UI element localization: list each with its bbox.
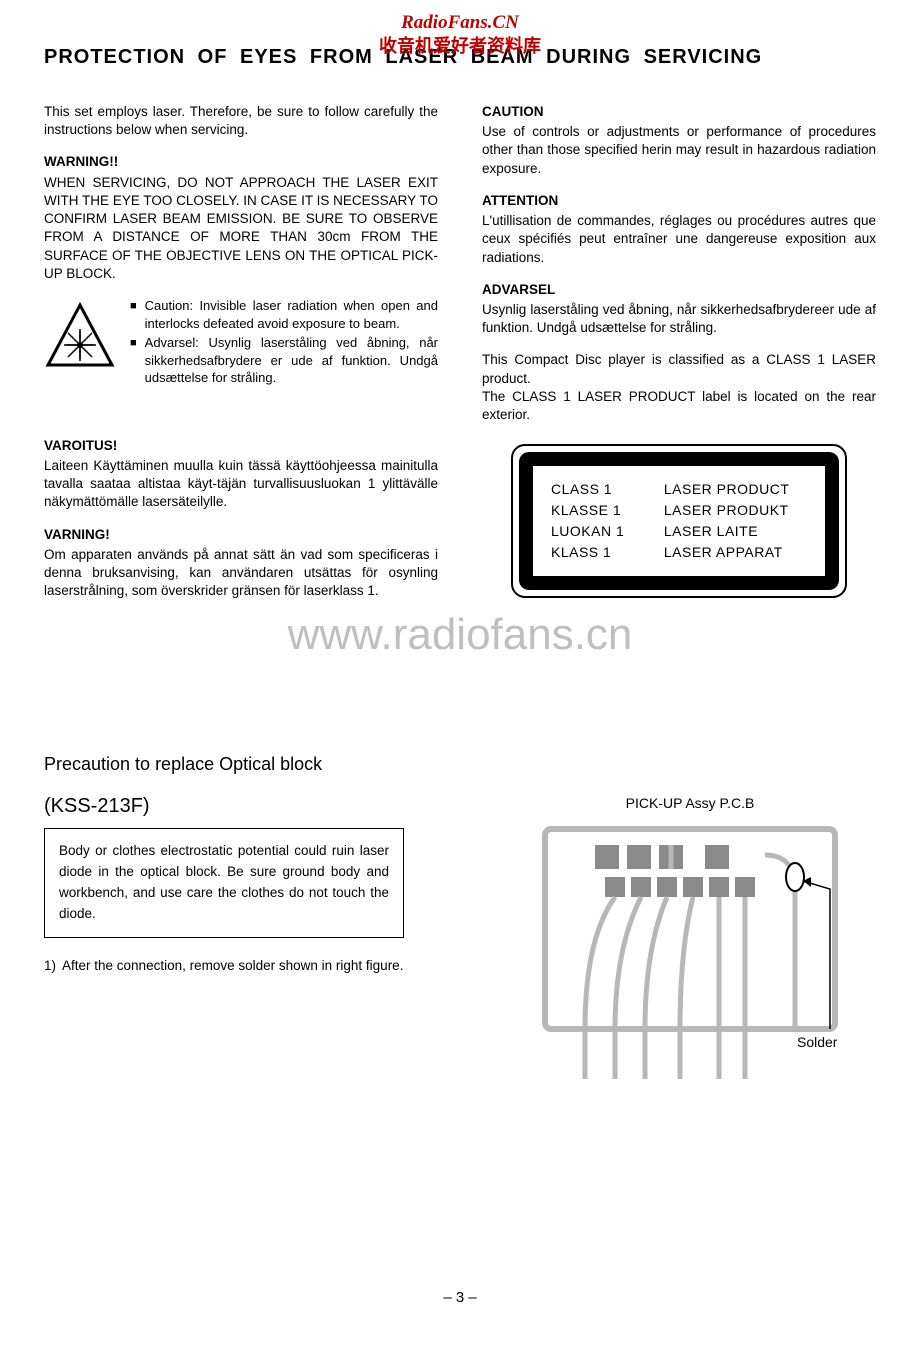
step-1: 1) After the connection, remove solder s… xyxy=(44,956,424,976)
step-text: After the connection, remove solder show… xyxy=(62,956,403,976)
step-number: 1) xyxy=(44,956,56,976)
pcb-diagram: Solder xyxy=(535,819,845,1079)
label-cell: LASER LAITE xyxy=(664,522,807,541)
varning-body: Om apparaten används på annat sätt än va… xyxy=(44,546,438,601)
section2-right: PICK-UP Assy P.C.B xyxy=(504,795,876,1079)
bullet-square-icon: ■ xyxy=(130,336,137,387)
label-cell: LASER PRODUKT xyxy=(664,501,807,520)
intro-text: This set employs laser. Therefore, be su… xyxy=(44,103,438,139)
bullet2-text: Advarsel: Usynlig laserståling ved åbnin… xyxy=(145,334,438,387)
bullet-square-icon: ■ xyxy=(130,299,137,332)
label-cell: LASER APPARAT xyxy=(664,543,807,562)
watermark-big: www.radiofans.cn xyxy=(0,610,920,660)
model-number: (KSS-213F) xyxy=(44,795,444,818)
laser-caution-row: ■ Caution: Invisible laser radiation whe… xyxy=(44,297,438,389)
watermark-site: RadioFans.CN xyxy=(0,12,920,34)
pcb-caption: PICK-UP Assy P.C.B xyxy=(504,795,876,811)
label-cell: LUOKAN 1 xyxy=(551,522,642,541)
varoitus-body: Laiteen Käyttäminen muulla kuin tässä kä… xyxy=(44,457,438,512)
left-column: This set employs laser. Therefore, be su… xyxy=(44,103,438,614)
attention-heading: ATTENTION xyxy=(482,192,876,210)
section2-title: Precaution to replace Optical block xyxy=(44,754,876,775)
caution-body: Use of controls or adjustments or perfor… xyxy=(482,123,876,178)
advarsel-heading: ADVARSEL xyxy=(482,281,876,299)
page-number: – 3 – xyxy=(44,1289,876,1306)
esd-warning-box: Body or clothes electrostatic potential … xyxy=(44,828,404,938)
laser-class-label: CLASS 1 LASER PRODUCT KLASSE 1 LASER PRO… xyxy=(511,444,847,598)
label-cell: CLASS 1 xyxy=(551,480,642,499)
right-column: CAUTION Use of controls or adjustments o… xyxy=(482,103,876,614)
warning-body: WHEN SERVICING, DO NOT APPROACH THE LASE… xyxy=(44,174,438,283)
caution-heading: CAUTION xyxy=(482,103,876,121)
advarsel-body: Usynlig laserståling ved åbning, når sik… xyxy=(482,301,876,337)
page-title: PROTECTION OF EYES FROM LASER BEAM DURIN… xyxy=(44,46,876,69)
label-cell: KLASSE 1 xyxy=(551,501,642,520)
section2: Precaution to replace Optical block (KSS… xyxy=(44,754,876,1079)
class-info2: The CLASS 1 LASER PRODUCT label is locat… xyxy=(482,388,876,424)
attention-body: L'utillisation de commandes, réglages ou… xyxy=(482,212,876,267)
two-columns: This set employs laser. Therefore, be su… xyxy=(44,103,876,614)
bullet1-text: Caution: Invisible laser radiation when … xyxy=(145,297,438,332)
laser-warning-icon xyxy=(44,301,116,389)
label-cell: LASER PRODUCT xyxy=(664,480,807,499)
label-cell: KLASS 1 xyxy=(551,543,642,562)
varning-heading: VARNING! xyxy=(44,526,438,544)
page: RadioFans.CN 收音机爱好者资料库 PROTECTION OF EYE… xyxy=(0,0,920,1346)
caution-bullets: ■ Caution: Invisible laser radiation whe… xyxy=(130,297,438,389)
class-info1: This Compact Disc player is classified a… xyxy=(482,351,876,387)
solder-label: Solder xyxy=(797,1034,838,1050)
varoitus-heading: VAROITUS! xyxy=(44,437,438,455)
warning-heading: WARNING!! xyxy=(44,153,438,171)
section2-left: (KSS-213F) Body or clothes electrostatic… xyxy=(44,795,444,976)
